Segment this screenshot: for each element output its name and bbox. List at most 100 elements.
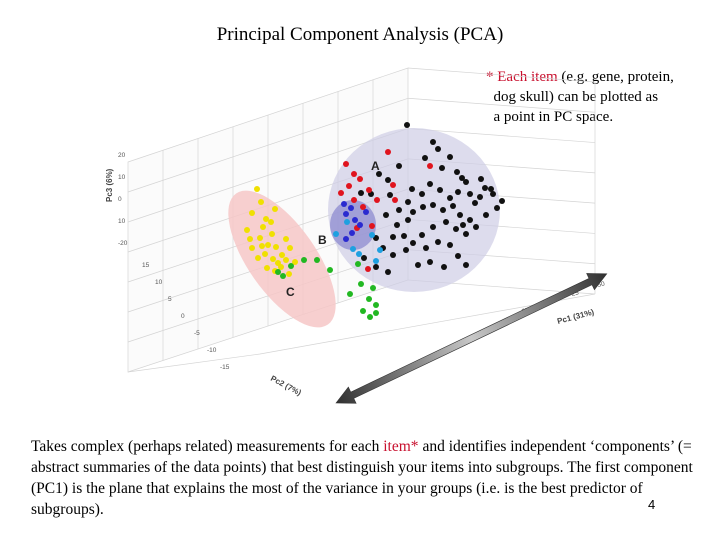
green-point <box>275 269 281 275</box>
yellow-point <box>257 235 263 241</box>
red-point <box>392 197 398 203</box>
black-point <box>427 181 433 187</box>
black-point <box>396 163 402 169</box>
black-point <box>435 239 441 245</box>
yellow-point <box>286 271 292 277</box>
red-point <box>427 163 433 169</box>
green-point <box>288 263 294 269</box>
yellow-point <box>269 231 275 237</box>
cluster-label-a: A <box>371 159 380 173</box>
red-point <box>390 182 396 188</box>
pc2-tick: 15 <box>142 262 150 269</box>
pc1-tick: 25 <box>571 290 580 298</box>
yellow-point <box>258 199 264 205</box>
yellow-point <box>279 252 285 258</box>
pc1-tick: 50 <box>597 281 606 289</box>
blue-point <box>349 230 355 236</box>
cyan-point <box>377 247 383 253</box>
yellow-point <box>283 257 289 263</box>
green-point <box>370 285 376 291</box>
black-point <box>396 207 402 213</box>
black-point <box>473 224 479 230</box>
yellow-point <box>247 236 253 242</box>
black-point <box>410 209 416 215</box>
black-point <box>494 205 500 211</box>
red-point <box>346 183 352 189</box>
yellow-point <box>265 242 271 248</box>
blue-point <box>343 236 349 242</box>
caption-part2: and identifies independent ‘components’ … <box>31 438 693 518</box>
black-point <box>441 264 447 270</box>
yellow-point <box>255 255 261 261</box>
axis-pc3-label: Pc3 (6%) <box>105 168 114 202</box>
black-point <box>430 224 436 230</box>
yellow-point <box>268 219 274 225</box>
red-point <box>357 176 363 182</box>
black-point <box>437 187 443 193</box>
green-point <box>280 273 286 279</box>
black-point <box>447 195 453 201</box>
black-point <box>410 240 416 246</box>
yellow-point <box>275 260 281 266</box>
green-point <box>355 261 361 267</box>
cyan-point <box>373 258 379 264</box>
black-point <box>405 199 411 205</box>
green-point <box>373 310 379 316</box>
caption-item-highlight: item* <box>383 438 419 455</box>
black-point <box>430 202 436 208</box>
yellow-point <box>292 259 298 265</box>
axis-pc2-label: Pc2 (7%) <box>269 374 303 398</box>
black-point <box>478 176 484 182</box>
cyan-point <box>344 219 350 225</box>
black-point <box>453 226 459 232</box>
yellow-point <box>260 224 266 230</box>
green-point <box>373 302 379 308</box>
cluster-c-ellipse <box>228 190 336 328</box>
black-point <box>401 233 407 239</box>
red-point <box>351 171 357 177</box>
red-point <box>369 223 375 229</box>
black-point <box>463 231 469 237</box>
data-points <box>244 122 505 320</box>
black-point <box>443 219 449 225</box>
yellow-point <box>273 244 279 250</box>
green-point <box>367 314 373 320</box>
red-point <box>351 197 357 203</box>
black-point <box>358 190 364 196</box>
pc3-tick: 10 <box>118 174 126 181</box>
caption-part1: Takes complex (perhaps related) measurem… <box>31 438 384 455</box>
slide-caption: Takes complex (perhaps related) measurem… <box>31 436 711 520</box>
cyan-point <box>333 231 339 237</box>
black-point <box>455 253 461 259</box>
black-point <box>390 234 396 240</box>
black-point <box>420 204 426 210</box>
green-point <box>301 257 307 263</box>
black-point <box>467 191 473 197</box>
pc3-tick: 20 <box>118 152 126 159</box>
black-point <box>404 122 410 128</box>
yellow-point <box>262 251 268 257</box>
black-point <box>447 154 453 160</box>
pc2-tick: 10 <box>155 279 163 286</box>
black-point <box>450 203 456 209</box>
pc2-tick-labels: 15 10 5 0 -5 -10 -15 <box>142 262 230 371</box>
red-point <box>374 197 380 203</box>
black-point <box>472 200 478 206</box>
black-point <box>403 247 409 253</box>
black-point <box>419 232 425 238</box>
green-point <box>314 257 320 263</box>
black-point <box>387 192 393 198</box>
black-point <box>463 262 469 268</box>
red-point <box>385 149 391 155</box>
black-point <box>423 245 429 251</box>
black-point <box>385 177 391 183</box>
black-point <box>383 212 389 218</box>
black-point <box>409 186 415 192</box>
pc2-tick: 5 <box>168 296 172 303</box>
yellow-point <box>283 236 289 242</box>
black-point <box>415 262 421 268</box>
cluster-label-c: C <box>286 285 295 299</box>
pc3-tick: 0 <box>118 196 122 203</box>
blue-point <box>352 217 358 223</box>
